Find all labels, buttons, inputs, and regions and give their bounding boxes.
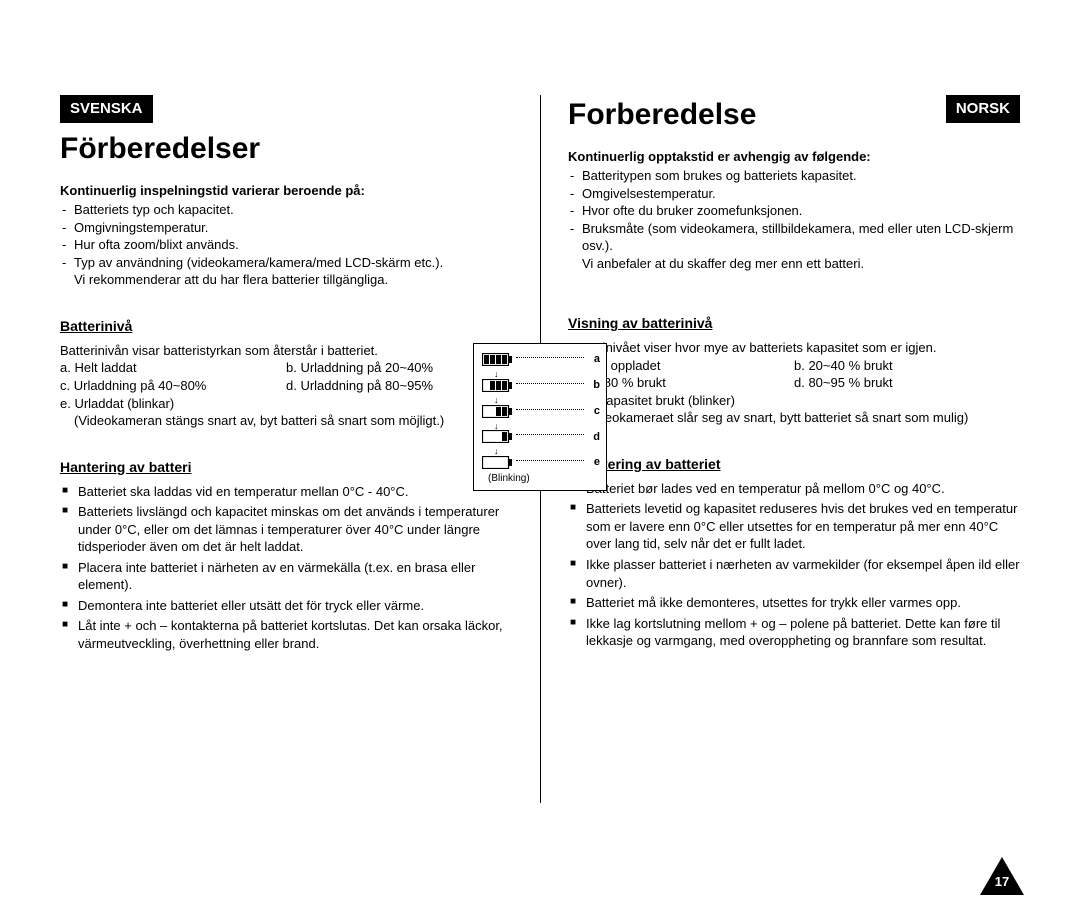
dotted-line bbox=[516, 383, 584, 384]
battery-row-c: c bbox=[482, 404, 600, 419]
down-arrow-icon: ↓ bbox=[494, 397, 600, 403]
dotted-line bbox=[516, 460, 584, 461]
intro-tail-right: Vi anbefaler at du skaffer deg mer enn e… bbox=[568, 255, 1020, 273]
level-e-sub-r: (Videokameraet slår seg av snart, bytt b… bbox=[568, 409, 1020, 427]
list-item: Demontera inte batteriet eller utsätt de… bbox=[78, 597, 512, 615]
list-item: Batteriet må ikke demonteres, utsettes f… bbox=[586, 594, 1020, 612]
list-item: Ikke plasser batteriet i nærheten av var… bbox=[586, 556, 1020, 591]
level-a: a. Helt laddat bbox=[60, 359, 286, 377]
list-item: Placera inte batteriet i närheten av en … bbox=[78, 559, 512, 594]
battery-row-d: d bbox=[482, 430, 600, 445]
level-b-r: b. 20~40 % brukt bbox=[794, 357, 1020, 375]
intro-bold-right: Kontinuerlig opptakstid er avhengig av f… bbox=[568, 148, 1020, 166]
list-item: Omgivelsestemperatur. bbox=[582, 185, 1020, 203]
down-arrow-icon: ↓ bbox=[494, 423, 600, 429]
list-item: Batteriet ska laddas vid en temperatur m… bbox=[78, 483, 512, 501]
level-d-r: d. 80~95 % brukt bbox=[794, 374, 1020, 392]
battery-label: c bbox=[588, 404, 600, 419]
intro-list-left: Batteriets typ och kapacitet.Omgivningst… bbox=[60, 201, 512, 271]
page-number-badge: 17 bbox=[980, 857, 1024, 895]
list-item: Hur ofta zoom/blixt används. bbox=[74, 236, 512, 254]
battery-heading-right: Visning av batterinivå bbox=[568, 314, 1020, 333]
battery-level-diagram: a↓ b↓ c↓ d↓ e (Blinking) bbox=[473, 343, 607, 491]
list-item: Batteriets livslängd och kapacitet minsk… bbox=[78, 503, 512, 556]
battery-label: b bbox=[588, 378, 600, 393]
dotted-line bbox=[516, 357, 584, 358]
battery-label: d bbox=[588, 430, 600, 445]
list-item: Omgivningstemperatur. bbox=[74, 219, 512, 237]
lang-badge-norsk: NORSK bbox=[946, 95, 1020, 123]
level-e-r: e. All kapasitet brukt (blinker) bbox=[568, 392, 1020, 410]
down-arrow-icon: ↓ bbox=[494, 448, 600, 454]
list-item: Hvor ofte du bruker zoomefunksjonen. bbox=[582, 202, 1020, 220]
dotted-line bbox=[516, 434, 584, 435]
battery-label: e bbox=[588, 455, 600, 470]
handling-heading-right: Håndtering av batteriet bbox=[568, 455, 1020, 474]
battery-row-e: e bbox=[482, 455, 600, 470]
battery-icon bbox=[482, 405, 512, 418]
battery-desc-right: Batterinivået viser hvor mye av batterie… bbox=[568, 339, 1020, 357]
battery-icon bbox=[482, 430, 512, 443]
list-item: Låt inte + och – kontakterna på batterie… bbox=[78, 617, 512, 652]
battery-row-b: b bbox=[482, 378, 600, 393]
intro-list-right: Batteritypen som brukes og batteriets ka… bbox=[568, 167, 1020, 255]
battery-row-a: a bbox=[482, 352, 600, 367]
left-column: SVENSKA Förberedelser Kontinuerlig inspe… bbox=[60, 95, 540, 873]
list-item: Batteritypen som brukes og batteriets ka… bbox=[582, 167, 1020, 185]
list-item: Batteriet bør lades ved en temperatur på… bbox=[586, 480, 1020, 498]
list-item: Ikke lag kortslutning mellom + og – pole… bbox=[586, 615, 1020, 650]
list-item: Bruksmåte (som videokamera, stillbildeka… bbox=[582, 220, 1020, 255]
handling-heading-left: Hantering av batteri bbox=[60, 458, 512, 477]
battery-desc-left: Batterinivån visar batteristyrkan som åt… bbox=[60, 342, 512, 360]
intro-bold-left: Kontinuerlig inspelningstid varierar ber… bbox=[60, 182, 512, 200]
page-number: 17 bbox=[980, 873, 1024, 891]
right-column: NORSK Forberedelse Kontinuerlig opptakst… bbox=[540, 95, 1020, 873]
list-item: Typ av användning (videokamera/kamera/me… bbox=[74, 254, 512, 272]
battery-icon bbox=[482, 456, 512, 469]
battery-icon bbox=[482, 353, 512, 366]
battery-levels-right: a. Fullt oppladet b. 20~40 % brukt c. 40… bbox=[568, 357, 1020, 427]
down-arrow-icon: ↓ bbox=[494, 371, 600, 377]
lang-badge-svenska: SVENSKA bbox=[60, 95, 153, 123]
battery-heading-left: Batterinivå bbox=[60, 317, 512, 336]
intro-tail-left: Vi rekommenderar att du har flera batter… bbox=[60, 271, 512, 289]
handling-list-left: Batteriet ska laddas vid en temperatur m… bbox=[60, 483, 512, 653]
handling-list-right: Batteriet bør lades ved en temperatur på… bbox=[568, 480, 1020, 650]
list-item: Batteriets typ och kapacitet. bbox=[74, 201, 512, 219]
dotted-line bbox=[516, 409, 584, 410]
battery-levels-left: a. Helt laddat b. Urladdning på 20~40% c… bbox=[60, 359, 512, 429]
level-c: c. Urladdning på 40~80% bbox=[60, 377, 286, 395]
level-e-sub: (Videokameran stängs snart av, byt batte… bbox=[60, 412, 512, 430]
title-left: Förberedelser bbox=[60, 129, 512, 170]
page: a↓ b↓ c↓ d↓ e (Blinking) SVENSKA Förbere… bbox=[60, 95, 1020, 873]
list-item: Batteriets levetid og kapasitet redusere… bbox=[586, 500, 1020, 553]
battery-icon bbox=[482, 379, 512, 392]
battery-label: a bbox=[588, 352, 600, 367]
blinking-label: (Blinking) bbox=[488, 472, 600, 486]
level-e: e. Urladdat (blinkar) bbox=[60, 395, 512, 413]
